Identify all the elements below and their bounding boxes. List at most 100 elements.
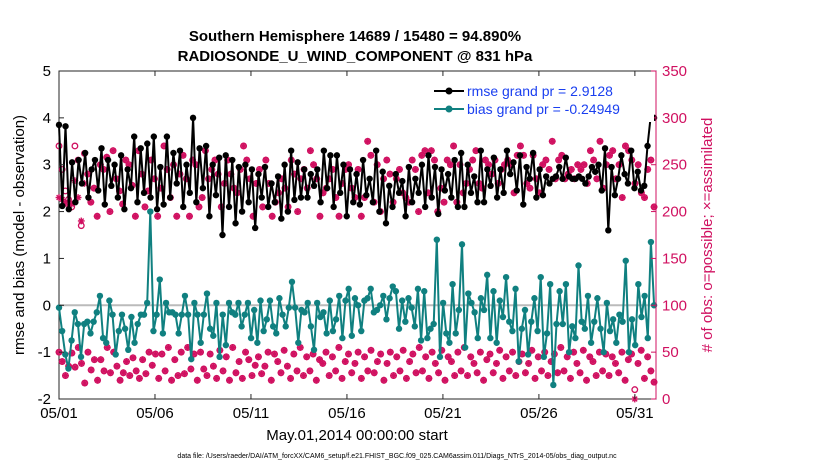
rmse-point	[101, 201, 108, 208]
rmse-point	[216, 154, 223, 161]
bias-point	[581, 325, 589, 332]
bias-point	[490, 288, 497, 295]
bias-point	[118, 311, 126, 318]
obs-assimilated-marker	[280, 346, 288, 354]
obs-assimilated-marker	[580, 161, 588, 169]
obs-assimilated-marker	[181, 370, 188, 378]
bias-point	[336, 292, 343, 300]
bias-point	[502, 273, 510, 281]
obs-assimilated-marker	[206, 350, 214, 358]
rmse-point	[95, 187, 102, 194]
rmse-point	[592, 168, 599, 175]
rmse-point	[75, 156, 82, 164]
legend-box	[430, 78, 654, 122]
bias-point	[600, 348, 607, 356]
rmse-point	[428, 194, 435, 201]
bias-point	[518, 325, 526, 332]
obs-assimilated-marker	[528, 346, 536, 354]
bias-point	[247, 334, 255, 342]
rmse-point	[340, 161, 347, 168]
x-tick-label: 05/26	[520, 405, 558, 422]
rmse-point	[157, 163, 164, 171]
obs-assimilated-marker	[193, 376, 201, 384]
obs-assimilated-marker	[219, 367, 227, 375]
bias-line	[58, 210, 656, 386]
obs-assimilated-marker	[396, 367, 404, 375]
rmse-point	[425, 152, 432, 159]
rmse-point	[464, 161, 471, 168]
obs-assimilated-marker	[609, 147, 617, 155]
bias-point	[285, 304, 293, 311]
obs-assimilated-marker	[312, 376, 320, 384]
rmse-point	[480, 199, 488, 206]
chart-title: Southern Hemisphere 14689 / 15480 = 94.8…	[189, 28, 521, 45]
obs-assimilated-marker	[450, 142, 457, 150]
bias-point	[619, 318, 626, 325]
bias-point	[68, 337, 75, 344]
obs-assimilated-marker	[428, 348, 436, 356]
y-left-tick-label: 5	[43, 63, 51, 80]
bias-point	[389, 283, 396, 290]
rmse-point	[418, 161, 426, 168]
rmse-point	[212, 191, 220, 199]
bias-point	[414, 285, 422, 293]
bias-point	[210, 332, 217, 339]
y-left-tick-label: 2	[43, 204, 51, 221]
rmse-point	[444, 170, 452, 178]
bias-point	[55, 304, 63, 311]
bias-point	[103, 339, 110, 346]
bias-point	[575, 262, 582, 269]
bias-point	[125, 346, 132, 353]
bias-point	[638, 313, 645, 321]
rmse-point	[441, 187, 449, 194]
obs-assimilated-marker	[545, 166, 553, 173]
bias-point	[606, 327, 614, 335]
rmse-point	[160, 201, 167, 208]
bias-point	[109, 311, 116, 318]
obs-assimilated-marker	[97, 356, 105, 364]
rmse-point	[382, 220, 390, 227]
bias-point	[197, 339, 204, 346]
bias-point	[383, 316, 390, 323]
obs-assimilated-marker	[431, 359, 439, 367]
bias-point	[99, 334, 107, 342]
obs-assimilated-marker	[647, 367, 655, 375]
obs-assimilated-marker	[168, 376, 175, 384]
obs-assimilated-marker	[258, 370, 266, 378]
bias-point	[380, 292, 387, 300]
obs-assimilated-marker	[335, 344, 343, 351]
bias-point	[225, 299, 233, 307]
obs-assimilated-marker	[548, 137, 556, 145]
obs-assimilated-marker	[590, 156, 598, 164]
obs-assimilated-marker	[264, 348, 272, 356]
obs-assimilated-marker	[293, 367, 301, 375]
obs-assimilated-marker	[435, 369, 442, 377]
bias-point	[216, 353, 223, 361]
obs-assimilated-marker	[457, 367, 465, 375]
obs-assimilated-marker	[518, 350, 526, 358]
obs-possible-marker	[631, 386, 639, 394]
rmse-point	[117, 152, 125, 159]
obs-assimilated-marker	[526, 184, 534, 192]
rmse-point	[137, 145, 144, 152]
obs-assimilated-marker	[122, 156, 130, 164]
bias-point	[254, 339, 261, 346]
rmse-point	[474, 199, 481, 206]
obs-assimilated-marker	[277, 369, 285, 377]
rmse-point	[624, 180, 632, 187]
rmse-point	[477, 147, 484, 154]
obs-assimilated-marker	[393, 353, 401, 361]
bias-point	[184, 311, 192, 318]
obs-assimilated-marker	[338, 374, 346, 382]
rmse-point	[88, 166, 95, 173]
y-left-tick-label: 4	[43, 110, 51, 127]
obs-assimilated-marker	[251, 361, 259, 369]
rmse-point	[598, 187, 605, 194]
obs-assimilated-marker	[567, 374, 574, 382]
rmse-point	[523, 163, 530, 171]
obs-assimilated-marker	[139, 356, 147, 364]
obs-assimilated-marker	[618, 348, 626, 356]
obs-assimilated-marker	[380, 376, 388, 384]
y-right-tick-label: 350	[662, 63, 687, 80]
obs-assimilated-marker	[596, 137, 604, 145]
